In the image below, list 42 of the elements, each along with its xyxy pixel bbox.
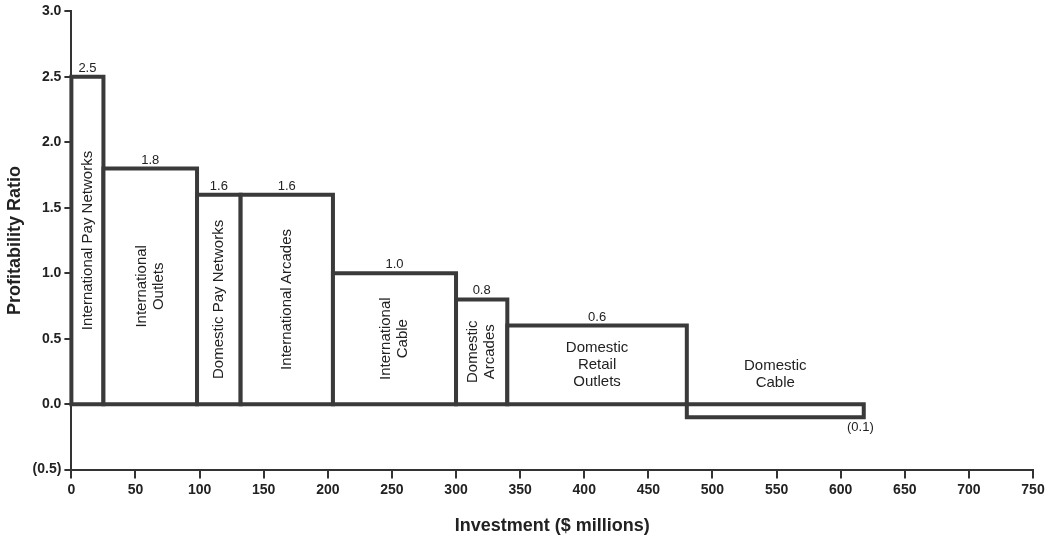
- annotation: Domestic Cable: [744, 355, 808, 390]
- x-tick-label: 350: [508, 480, 533, 497]
- data-label: (0.1): [847, 419, 874, 435]
- x-tick-label: 200: [316, 480, 340, 497]
- x-tick-label: 50: [127, 480, 144, 497]
- y-tick-label: (0.5): [32, 460, 62, 477]
- y-tick-label: 1.0: [41, 264, 62, 281]
- x-tick-label: 300: [444, 480, 468, 497]
- x-tick-label: 250: [380, 480, 404, 497]
- x-tick-label: 0: [67, 480, 76, 497]
- x-tick-label: 400: [572, 480, 597, 497]
- annotation: International Pay Networks: [77, 150, 95, 331]
- x-tick-label: 550: [764, 480, 789, 497]
- data-label: 1.8: [141, 151, 160, 167]
- data-label: 0.6: [588, 308, 607, 324]
- x-tick-label: 750: [1021, 480, 1045, 497]
- x-tick-label: 450: [636, 480, 661, 497]
- annotation: International Cable: [376, 297, 411, 380]
- x-tick-label: 150: [252, 480, 276, 497]
- y-tick-label: 2.5: [41, 67, 62, 84]
- x-tick-label: 100: [187, 480, 212, 497]
- x-tick-label: 600: [829, 480, 853, 497]
- data-label: 1.6: [209, 177, 228, 193]
- y-tick-label: 0.5: [41, 329, 62, 346]
- y-tick-label: 3.0: [41, 2, 62, 19]
- data-label: 1.0: [385, 256, 404, 272]
- data-label: 0.8: [472, 282, 491, 298]
- data-label: 2.5: [78, 59, 97, 75]
- y-axis-title: Profitability Ratio: [3, 165, 24, 316]
- annotation: Domestic Pay Networks: [208, 219, 226, 380]
- x-tick-label: 500: [700, 480, 725, 497]
- annotation: Domestic Arcades: [463, 320, 498, 384]
- y-tick-label: 0.0: [41, 395, 62, 411]
- x-tick-label: 650: [893, 480, 917, 497]
- x-axis-title: Investment ($ millions): [454, 515, 650, 536]
- annotation: International Outlets: [131, 245, 166, 328]
- y-tick-label: 2.0: [41, 133, 62, 150]
- y-tick-label: 1.5: [41, 198, 62, 215]
- annotation: International Arcades: [276, 228, 294, 370]
- x-tick-label: 700: [957, 480, 981, 497]
- data-label: 1.6: [277, 177, 296, 193]
- annotation: Domestic Retail Outlets: [565, 338, 629, 390]
